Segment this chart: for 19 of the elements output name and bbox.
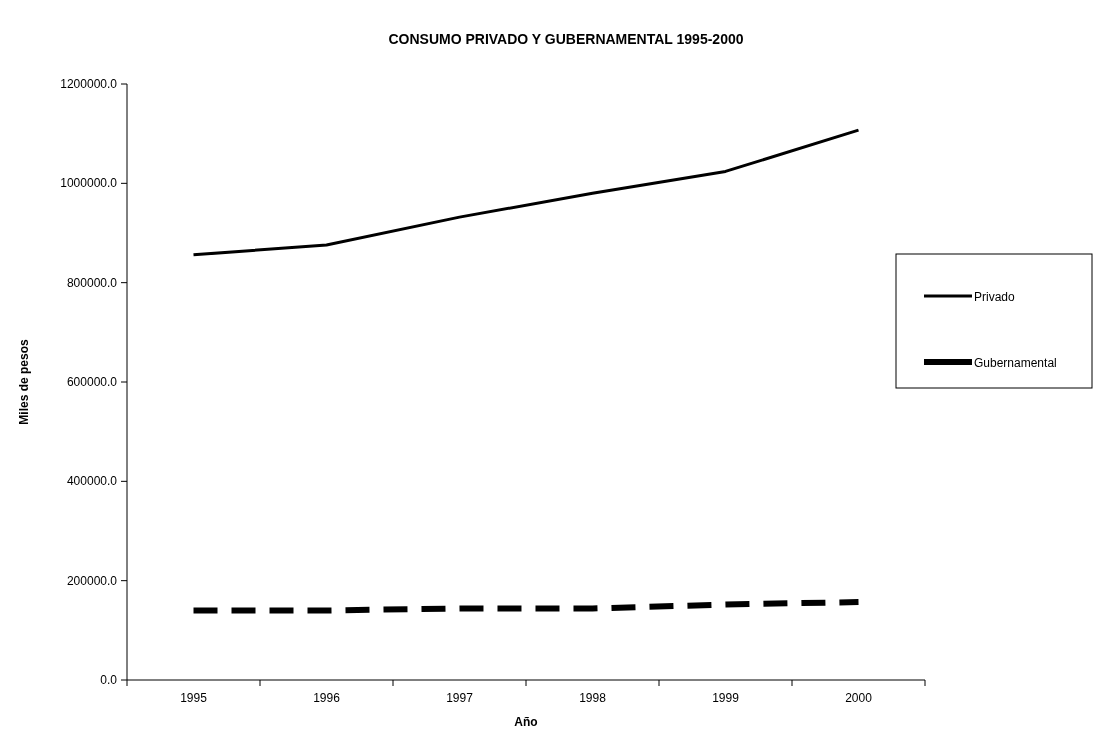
y-tick-label: 0.0	[100, 673, 118, 687]
line-series	[192, 128, 860, 257]
x-tick-label: 1997	[446, 691, 474, 705]
x-axis-title: Año	[514, 715, 538, 729]
x-tick-label: 1995	[180, 691, 208, 705]
x-tick-label: 1998	[579, 691, 607, 705]
chart-title: CONSUMO PRIVADO Y GUBERNAMENTAL 1995-2000	[388, 31, 744, 47]
y-tick-label: 1200000.0	[60, 77, 118, 91]
y-tick-label: 600000.0	[66, 375, 118, 389]
y-tick-label: 1000000.0	[60, 176, 118, 191]
legend-label: Privado	[974, 290, 1016, 304]
x-tick-label: 1996	[313, 691, 341, 705]
x-tick-label: 2000	[845, 691, 873, 705]
legend-label: Gubernamental	[974, 356, 1057, 370]
y-tick-label: 800000.0	[66, 275, 118, 290]
y-tick-label: 400000.0	[66, 474, 118, 489]
x-tick-label: 1999	[712, 691, 740, 705]
y-tick-label: 200000.0	[66, 573, 118, 588]
y-axis-title: Miles de pesos	[17, 339, 31, 425]
